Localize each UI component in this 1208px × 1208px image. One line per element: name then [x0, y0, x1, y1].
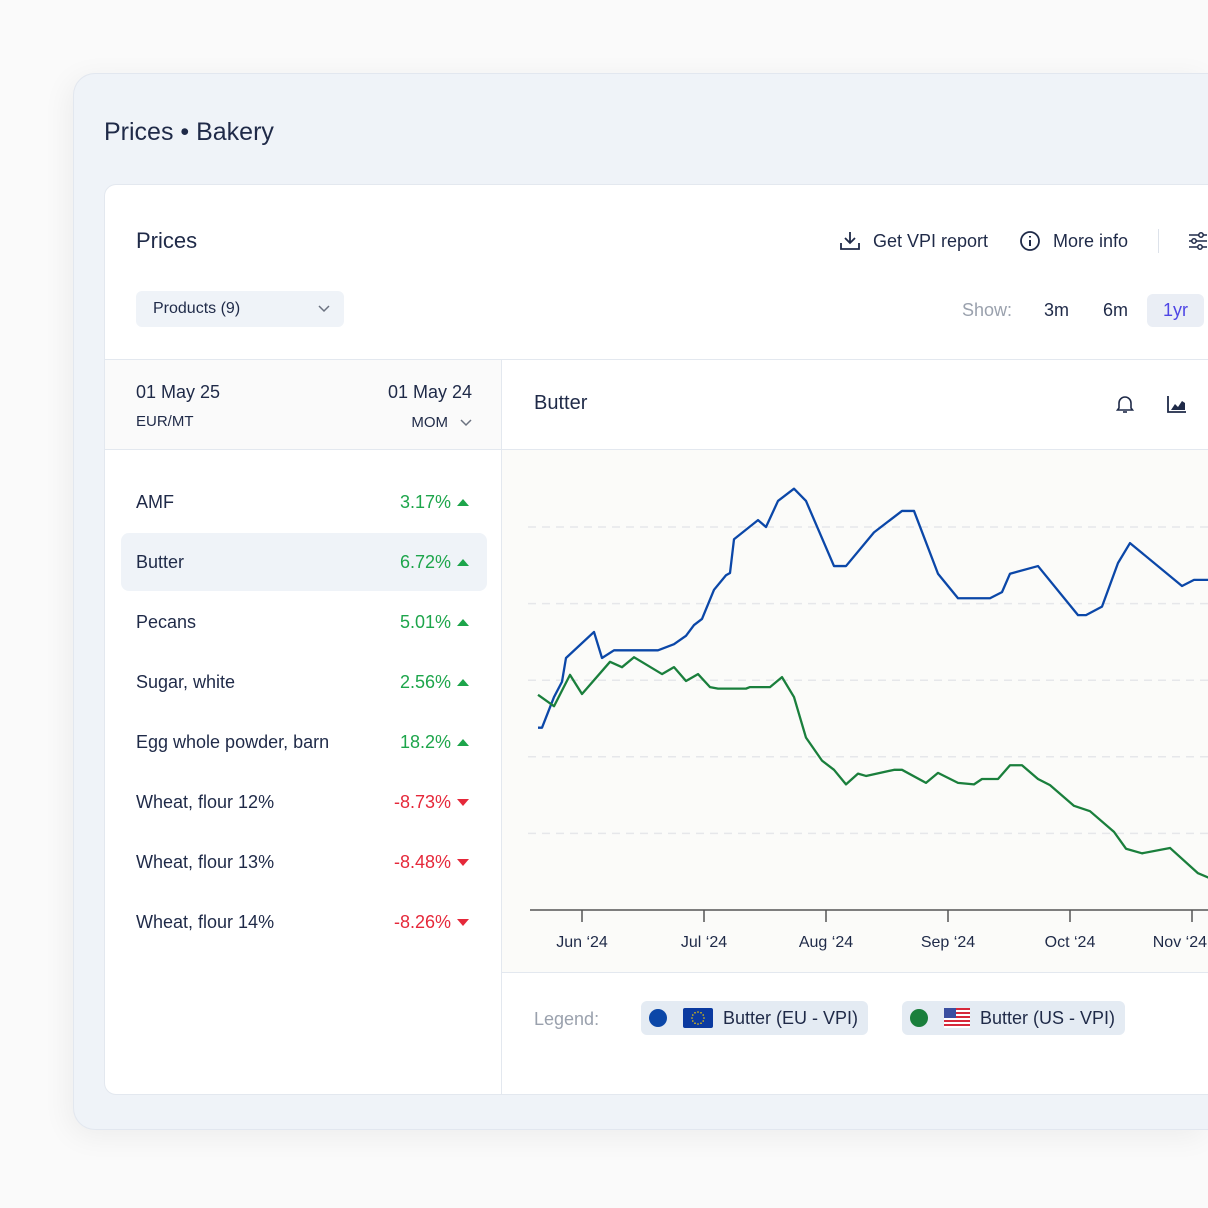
series-line-eu: [538, 487, 1208, 729]
product-row[interactable]: AMF 3.17%: [121, 473, 487, 531]
price-change: 18.2%: [400, 732, 469, 753]
product-name: Wheat, flour 14%: [136, 911, 275, 932]
legend-eu-label: Butter (EU - VPI): [723, 1007, 859, 1028]
product-row[interactable]: Sugar, white 2.56%: [121, 653, 487, 711]
eu-flag-icon: [683, 1008, 713, 1028]
get-vpi-report-label: Get VPI report: [873, 230, 989, 251]
current-date: 01 May 25: [136, 382, 221, 402]
divider: [1158, 229, 1159, 253]
legend-item-us[interactable]: Butter (US - VPI): [902, 1001, 1126, 1035]
product-row[interactable]: Wheat, flour 14% -8.26%: [121, 893, 487, 951]
page-title: Prices • Bakery: [104, 118, 274, 146]
divider: [501, 360, 502, 1095]
arrow-up-icon: [457, 558, 469, 566]
price-change: 3.17%: [400, 492, 469, 513]
x-tick-label: Nov ‘24: [1153, 934, 1207, 951]
arrow-down-icon: [457, 858, 469, 866]
chart-title: Butter: [534, 392, 588, 414]
series-line-us: [537, 656, 1208, 879]
area-chart-icon[interactable]: [1167, 395, 1187, 413]
more-info-button[interactable]: More info: [1019, 230, 1128, 252]
more-info-label: More info: [1053, 230, 1129, 251]
range-1yr[interactable]: 1yr: [1147, 294, 1205, 327]
table-header: 01 May 25 EUR/MT 01 May 24 MOM: [105, 360, 502, 450]
get-vpi-report-button[interactable]: Get VPI report: [839, 230, 988, 252]
price-change: 2.56%: [400, 672, 469, 693]
product-row[interactable]: Butter 6.72%: [121, 533, 487, 591]
product-row[interactable]: Wheat, flour 13% -8.48%: [121, 833, 487, 891]
price-change: -8.73%: [394, 792, 469, 813]
x-tick-label: Jul ‘24: [681, 934, 727, 951]
download-icon: [840, 232, 860, 250]
chevron-down-icon: [318, 305, 330, 313]
comparison-label: MOM: [411, 414, 448, 431]
bell-icon[interactable]: [1116, 394, 1134, 414]
change-value: 18.2%: [399, 731, 451, 752]
product-name: Sugar, white: [136, 671, 236, 692]
comparison-dropdown[interactable]: MOM: [411, 414, 472, 431]
arrow-up-icon: [457, 738, 469, 746]
products-dropdown[interactable]: Products (9): [136, 291, 344, 327]
series-dot-icon: [649, 1009, 667, 1027]
legend-item-eu[interactable]: Butter (EU - VPI): [641, 1001, 869, 1035]
divider: [105, 359, 1208, 360]
x-tick-label: Sep ‘24: [921, 934, 975, 951]
arrow-down-icon: [457, 918, 469, 926]
arrow-up-icon: [457, 618, 469, 626]
change-value: -8.73%: [393, 791, 451, 812]
product-name: AMF: [136, 491, 174, 512]
x-tick-label: Jun ‘24: [556, 934, 608, 951]
chevron-down-icon: [460, 418, 472, 426]
product-row[interactable]: Pecans 5.01%: [121, 593, 487, 651]
change-value: 5.01%: [399, 611, 451, 632]
price-change: -8.26%: [394, 912, 469, 933]
compare-date: 01 May 24: [387, 382, 472, 402]
arrow-up-icon: [457, 498, 469, 506]
x-tick-label: Aug ‘24: [799, 934, 853, 951]
show-label: Show:: [962, 300, 1013, 320]
chart-area: [502, 449, 1208, 973]
change-value: -8.26%: [393, 911, 451, 932]
range-3m[interactable]: 3m: [1044, 300, 1070, 320]
change-value: -8.48%: [393, 851, 451, 872]
product-row[interactable]: Wheat, flour 12% -8.73%: [121, 773, 487, 831]
panel-title: Prices: [136, 228, 198, 253]
change-value: 3.17%: [399, 491, 451, 512]
arrow-up-icon: [457, 678, 469, 686]
product-name: Butter: [136, 551, 185, 572]
unit-label: EUR/MT: [136, 413, 194, 430]
change-value: 2.56%: [399, 671, 451, 692]
us-flag-icon: [944, 1008, 970, 1028]
products-dropdown-label: Products (9): [153, 300, 241, 317]
product-name: Pecans: [136, 611, 197, 632]
change-value: 6.72%: [399, 551, 451, 572]
price-change: 6.72%: [400, 552, 469, 573]
x-tick-label: Oct ‘24: [1045, 934, 1096, 951]
range-6m[interactable]: 6m: [1103, 300, 1129, 320]
info-icon: [1020, 231, 1040, 251]
legend-us-label: Butter (US - VPI): [980, 1007, 1116, 1028]
product-row[interactable]: Egg whole powder, barn 18.2%: [121, 713, 487, 771]
legend-label: Legend:: [534, 1009, 600, 1029]
product-name: Egg whole powder, barn: [136, 731, 330, 752]
series-dot-icon: [910, 1009, 928, 1027]
product-name: Wheat, flour 12%: [136, 791, 275, 812]
prices-panel: Prices Get VPI report More info Products…: [104, 184, 1208, 1095]
filter-settings-icon[interactable]: [1188, 232, 1208, 250]
price-change: -8.48%: [394, 852, 469, 873]
line-chart: Jun ‘24 Jul ‘24 Aug ‘24 Sep ‘24 Oct ‘24 Nov ‘…: [528, 487, 1208, 951]
price-change: 5.01%: [400, 612, 469, 633]
arrow-down-icon: [457, 798, 469, 806]
product-name: Wheat, flour 13%: [136, 851, 275, 872]
